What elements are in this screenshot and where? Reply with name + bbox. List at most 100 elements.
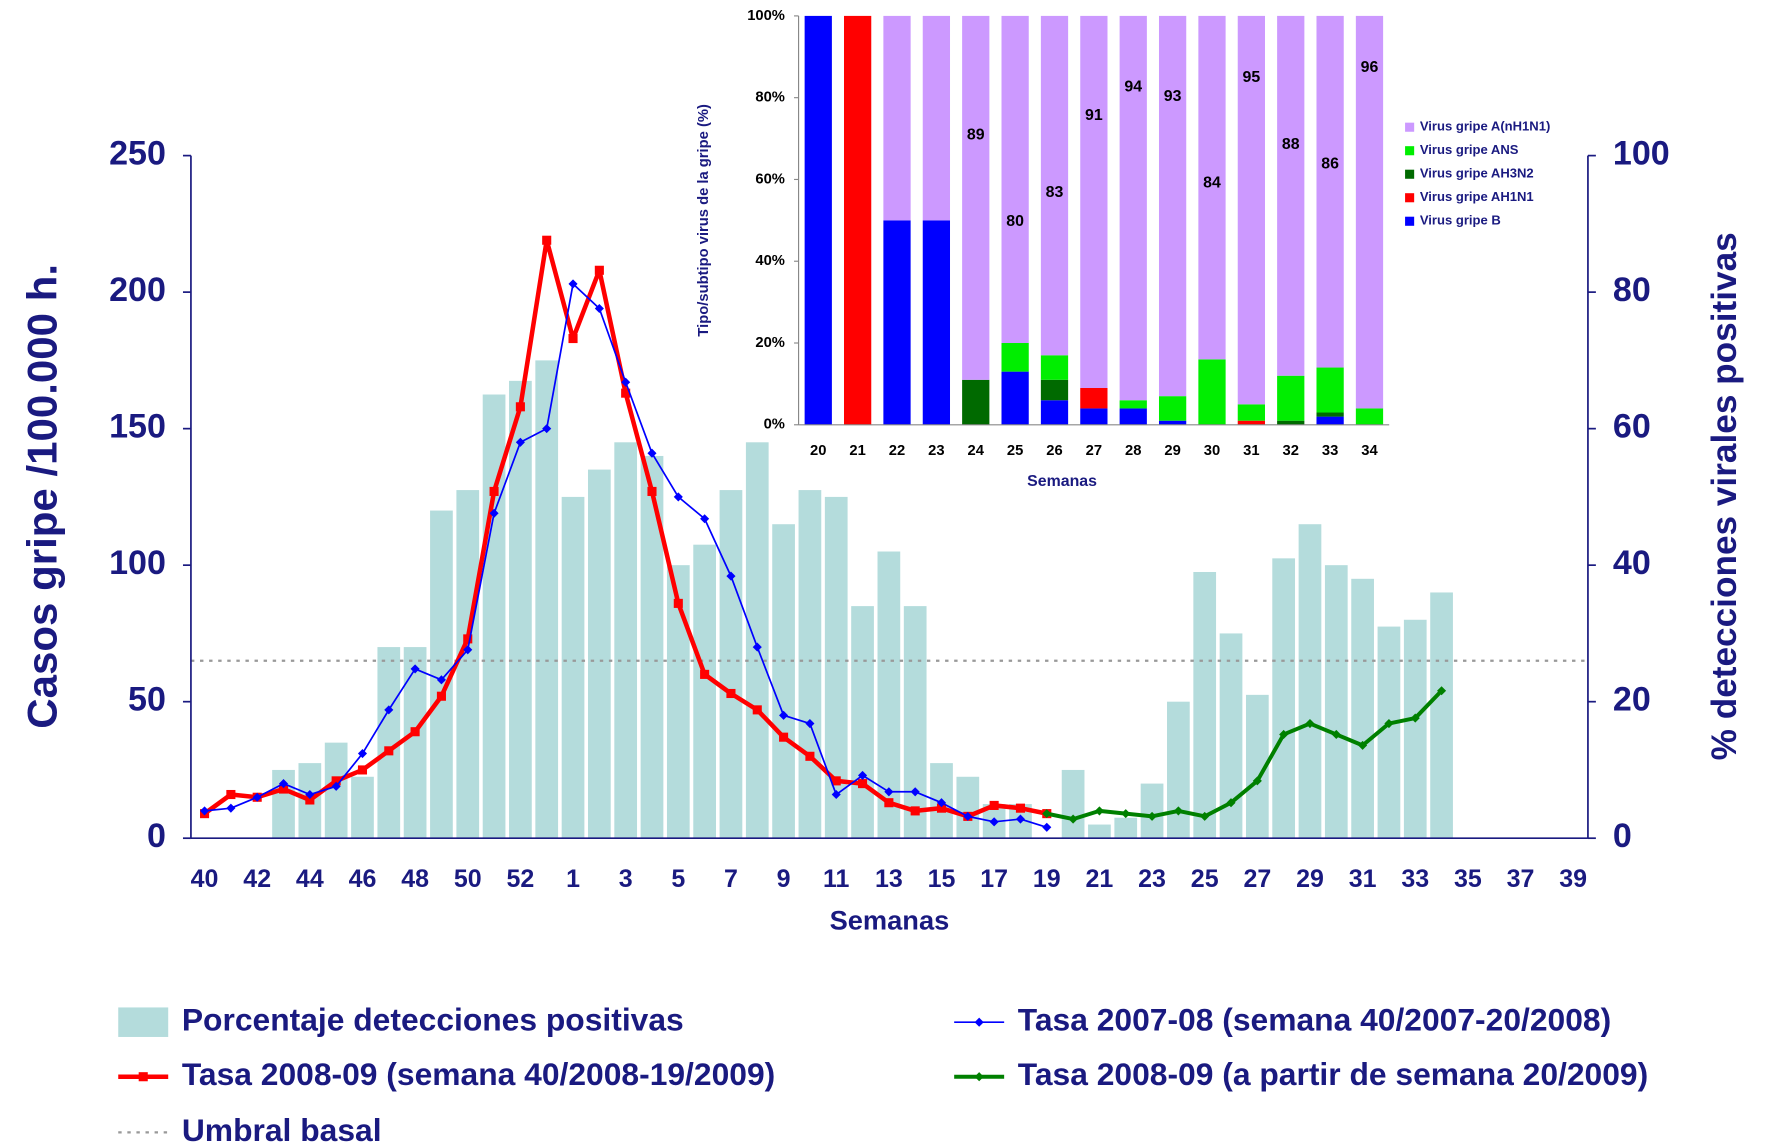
line bbox=[1046, 689, 1443, 822]
bar-segment bbox=[1040, 379, 1069, 401]
legend-marker bbox=[138, 1072, 148, 1082]
x-tick-label: 17 bbox=[980, 865, 1008, 893]
legend-swatch bbox=[1405, 216, 1415, 226]
marker bbox=[884, 787, 894, 797]
bar-segment bbox=[804, 15, 832, 425]
bar bbox=[456, 490, 480, 839]
legend-label: Virus gripe B bbox=[1420, 213, 1501, 228]
marker bbox=[805, 718, 815, 729]
bar bbox=[903, 606, 927, 839]
bar-segment bbox=[1040, 355, 1069, 380]
value-label: 94 bbox=[1124, 78, 1142, 95]
marker bbox=[515, 402, 525, 412]
marker bbox=[831, 776, 841, 786]
bar-segment bbox=[1355, 15, 1384, 409]
x-tick-label: 27 bbox=[1243, 865, 1271, 893]
x-axis-title: Semanas bbox=[830, 904, 950, 935]
main-chart: 0 50 100 150 200 250 0 20 40 60 80 100 40 42 44 46 48 50 5… bbox=[19, 135, 1744, 1146]
legend-swatch bbox=[1405, 146, 1415, 156]
marker bbox=[226, 803, 236, 813]
value-label: 93 bbox=[1164, 88, 1182, 105]
x-tick-label: 20 bbox=[810, 443, 826, 459]
bar-segment bbox=[1277, 15, 1305, 376]
value-label: 89 bbox=[967, 126, 985, 143]
value-label: 91 bbox=[1085, 107, 1103, 124]
marker bbox=[989, 800, 999, 810]
value-label: 88 bbox=[1282, 136, 1300, 153]
marker bbox=[1410, 713, 1420, 723]
x-tick-label: 25 bbox=[1191, 865, 1219, 893]
marker bbox=[357, 765, 368, 775]
bar-segment bbox=[1080, 15, 1108, 388]
bar bbox=[1061, 769, 1085, 839]
bar-segment bbox=[922, 220, 951, 425]
legend-swatch bbox=[1405, 193, 1415, 203]
marker bbox=[989, 817, 999, 827]
bar bbox=[1193, 571, 1217, 839]
marker bbox=[910, 806, 920, 816]
marker bbox=[542, 235, 552, 245]
bar bbox=[351, 776, 374, 839]
marker bbox=[489, 486, 499, 496]
y-tick-label: 200 bbox=[109, 271, 166, 309]
legend-label: Tasa 2008-09 (a partir de semana 20/2009… bbox=[1018, 1056, 1648, 1092]
bar bbox=[640, 455, 664, 839]
marker bbox=[331, 776, 341, 786]
x-tick-label: 31 bbox=[1243, 443, 1259, 459]
x-tick-label: 35 bbox=[1454, 865, 1482, 893]
x-tick-label: 29 bbox=[1164, 443, 1180, 459]
bar-segment bbox=[962, 15, 990, 380]
x-tick-label: 39 bbox=[1559, 865, 1587, 893]
x-tick-label: 24 bbox=[968, 443, 985, 459]
y-tick-label: 0 bbox=[147, 817, 166, 855]
marker bbox=[1331, 729, 1341, 739]
x-tick-label: 15 bbox=[928, 865, 956, 893]
bar-segment bbox=[883, 15, 911, 221]
marker bbox=[1042, 822, 1052, 832]
x-tick-label: 26 bbox=[1046, 443, 1062, 459]
bar bbox=[561, 496, 585, 839]
bar-segment bbox=[883, 220, 911, 425]
bar-segment bbox=[1040, 15, 1069, 356]
bar-segment bbox=[1316, 15, 1344, 368]
bar-segment bbox=[1198, 359, 1226, 425]
bar-segment bbox=[1355, 408, 1384, 425]
y-tick-label: 60% bbox=[755, 171, 785, 187]
marker bbox=[594, 265, 604, 275]
bar-segment bbox=[1277, 420, 1305, 425]
legend-label: Virus gripe ANS bbox=[1420, 142, 1519, 157]
y2-tick-label: 0 bbox=[1613, 817, 1632, 855]
legend-label: Virus gripe AH1N1 bbox=[1420, 189, 1534, 204]
x-tick-label: 48 bbox=[401, 865, 429, 893]
bar bbox=[1377, 626, 1401, 839]
y-tick-label: 150 bbox=[109, 408, 166, 446]
y-tick-label: 40% bbox=[755, 253, 785, 269]
marker bbox=[1384, 718, 1394, 729]
marker bbox=[936, 803, 947, 813]
bar bbox=[614, 442, 638, 839]
marker bbox=[673, 598, 683, 608]
x-tick-label: 50 bbox=[454, 865, 482, 893]
y-tick-label: 250 bbox=[109, 135, 166, 173]
bar-segment bbox=[1040, 400, 1069, 425]
bar-segment bbox=[1158, 420, 1187, 425]
marker bbox=[568, 333, 578, 344]
legend-swatch bbox=[1405, 122, 1415, 132]
bar-segment bbox=[1237, 404, 1265, 421]
marker bbox=[1252, 776, 1262, 786]
bar bbox=[430, 510, 453, 839]
legend-swatch bbox=[1405, 169, 1415, 179]
bar bbox=[1088, 824, 1111, 839]
marker bbox=[1015, 803, 1026, 813]
marker bbox=[200, 806, 210, 816]
x-tick-label: 42 bbox=[243, 865, 271, 893]
bar bbox=[693, 544, 716, 839]
marker bbox=[779, 732, 789, 742]
bar-segment bbox=[1119, 15, 1147, 401]
marker bbox=[305, 789, 315, 800]
x-tick-label: 19 bbox=[1033, 865, 1061, 893]
x-tick-label: 25 bbox=[1007, 443, 1023, 459]
inset-chart: 0%20%40%60%80%100%5050898083919493849588… bbox=[696, 8, 1550, 490]
value-label: 96 bbox=[1361, 59, 1379, 76]
